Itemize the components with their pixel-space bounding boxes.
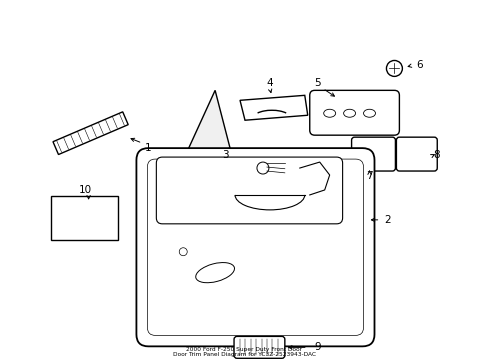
Polygon shape: [240, 95, 307, 120]
Ellipse shape: [363, 109, 375, 117]
Text: 6: 6: [415, 60, 422, 71]
Bar: [51, 196, 118, 240]
Ellipse shape: [323, 109, 335, 117]
Text: 2000 Ford F-250 Super Duty Front Door
Door Trim Panel Diagram for YC3Z-2523943-D: 2000 Ford F-250 Super Duty Front Door Do…: [172, 347, 315, 357]
Ellipse shape: [343, 109, 355, 117]
Text: 10: 10: [79, 185, 92, 195]
Text: 4: 4: [266, 78, 273, 88]
Text: 9: 9: [314, 342, 321, 352]
Text: 2: 2: [384, 215, 390, 225]
Text: 8: 8: [432, 150, 439, 160]
Circle shape: [386, 60, 402, 76]
Ellipse shape: [195, 262, 234, 283]
Polygon shape: [183, 90, 229, 160]
Circle shape: [256, 162, 268, 174]
FancyBboxPatch shape: [234, 336, 285, 358]
FancyBboxPatch shape: [156, 157, 342, 224]
Text: 5: 5: [314, 78, 321, 88]
FancyBboxPatch shape: [351, 137, 395, 171]
Polygon shape: [53, 112, 128, 154]
FancyBboxPatch shape: [396, 137, 436, 171]
Text: 3: 3: [222, 150, 228, 160]
Circle shape: [179, 248, 187, 256]
FancyBboxPatch shape: [309, 90, 399, 135]
FancyBboxPatch shape: [136, 148, 374, 346]
Text: 7: 7: [366, 171, 372, 181]
Text: 1: 1: [145, 143, 151, 153]
